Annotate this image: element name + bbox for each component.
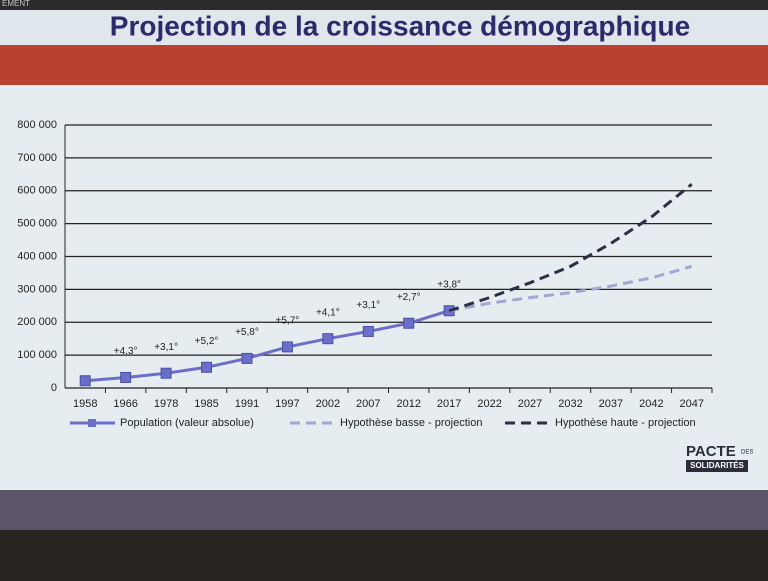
legend-label: Population (valeur absolue) [120, 417, 254, 429]
point-marker [362, 325, 374, 337]
logo-side: DES [741, 450, 753, 456]
y-tick-label: 200 000 [17, 316, 57, 328]
x-tick-label: 1985 [194, 398, 218, 410]
logo-box [686, 460, 748, 472]
plot: 0 100 000 200 000 300 000 400 000 500 000 600 … [17, 119, 713, 429]
x-tick-label: 2007 [356, 398, 380, 410]
point-marker [322, 333, 334, 345]
x-tick-label: 1978 [154, 398, 178, 410]
y-tick-label: 400 000 [17, 250, 57, 262]
series-line [85, 309, 450, 383]
series-line [448, 183, 693, 313]
point-marker [160, 367, 172, 379]
top-edge [0, 0, 768, 10]
series-line [448, 264, 693, 313]
x-tick-label: 2042 [639, 398, 663, 410]
x-tick-label: 1958 [73, 398, 97, 410]
point-marker [79, 375, 91, 387]
logo-line1: PACTE [686, 443, 736, 460]
x-tick-label: 1991 [235, 398, 259, 410]
point-marker [281, 341, 293, 353]
growth-annotation: +5,8° [235, 327, 259, 338]
logo: PACTE DES SOLIDARITÉS [686, 443, 753, 472]
growth-annotation: +3,8° [437, 279, 461, 290]
growth-annotation: +5,2° [195, 336, 219, 347]
x-tick-label: 2047 [680, 398, 704, 410]
bottom-band [0, 490, 768, 530]
x-tick-label: 2032 [558, 398, 582, 410]
legend-marker [88, 419, 96, 427]
y-tick-label: 700 000 [17, 152, 57, 164]
x-tick-label: 2017 [437, 398, 461, 410]
y-tick-label: 300 000 [17, 283, 57, 295]
growth-annotation: +2,7° [397, 292, 421, 303]
point-marker [403, 317, 415, 329]
y-tick-label: 500 000 [17, 218, 57, 230]
growth-annotation: +4,3° [114, 346, 138, 357]
legend-label: Hypothèse haute - projection [555, 417, 696, 429]
y-tick-label: 0 [51, 382, 57, 394]
x-tick-label: 2037 [599, 398, 623, 410]
x-tick-label: 1966 [113, 398, 137, 410]
header-fragment: EMENT [2, 0, 30, 8]
growth-annotation: +5,7° [276, 316, 300, 327]
x-tick-label: 2012 [396, 398, 420, 410]
x-tick-label: 1997 [275, 398, 299, 410]
y-tick-label: 100 000 [17, 349, 57, 361]
legend-label: Hypothèse basse - projection [340, 417, 482, 429]
y-tick-label: 600 000 [17, 185, 57, 197]
chart-title: Projection de la croissance démographiqu… [110, 10, 690, 41]
logo-line2: SOLIDARITÉS [690, 461, 744, 470]
chart-panel [0, 85, 768, 505]
growth-annotation: +3,1° [154, 342, 178, 353]
x-tick-label: 2002 [316, 398, 340, 410]
growth-annotation: +4,1° [316, 307, 340, 318]
point-marker [201, 361, 213, 373]
point-marker [241, 352, 253, 364]
x-tick-label: 2027 [518, 398, 542, 410]
growth-annotation: +3,1° [356, 300, 380, 311]
x-tick-label: 2022 [477, 398, 501, 410]
y-tick-label: 800 000 [17, 119, 57, 131]
point-marker [120, 371, 132, 383]
